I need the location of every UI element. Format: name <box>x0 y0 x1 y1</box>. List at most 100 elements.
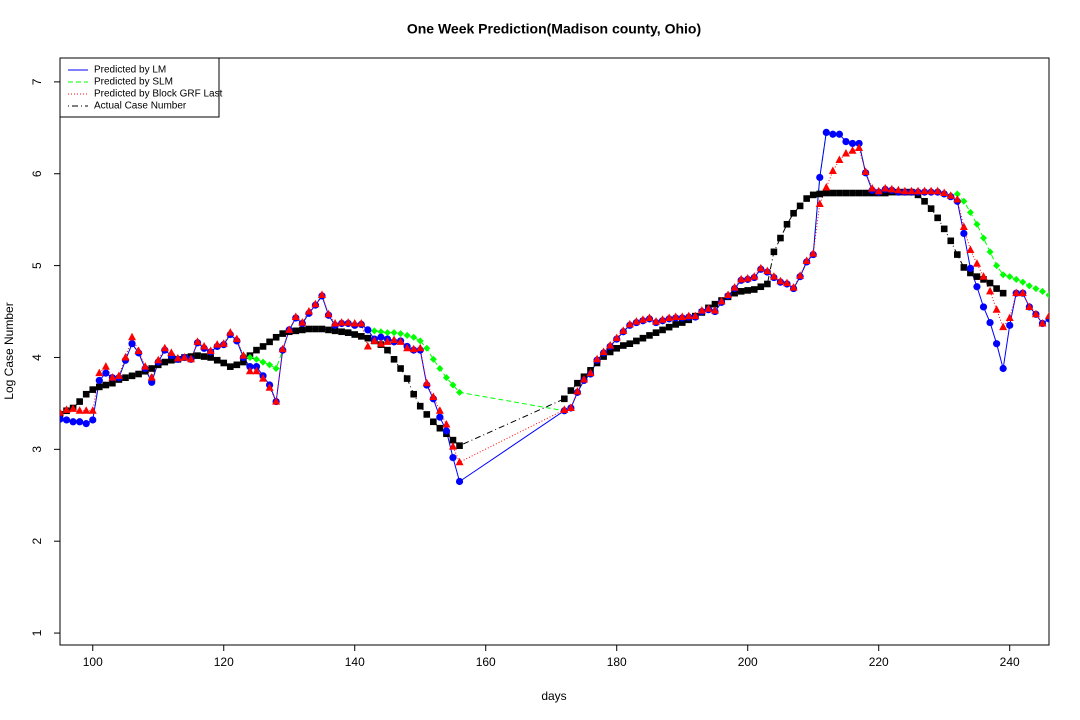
point <box>672 321 679 328</box>
point <box>967 269 974 277</box>
point <box>999 271 1007 279</box>
point <box>862 189 869 197</box>
point <box>730 283 739 291</box>
point <box>704 304 713 312</box>
point <box>456 442 463 449</box>
point <box>317 290 326 299</box>
point <box>60 415 64 423</box>
point <box>659 326 666 334</box>
point <box>377 333 385 341</box>
point <box>966 264 975 272</box>
point <box>108 373 117 381</box>
point <box>665 313 674 321</box>
point <box>370 336 379 344</box>
point <box>226 363 234 370</box>
point <box>940 225 948 233</box>
point <box>769 272 778 280</box>
point <box>639 334 647 342</box>
point <box>907 186 916 195</box>
point <box>109 379 116 387</box>
legend-label: Predicted by LM <box>94 65 166 76</box>
point <box>101 362 110 370</box>
point <box>128 340 136 348</box>
point <box>95 368 104 377</box>
point <box>671 312 680 321</box>
point <box>272 397 281 405</box>
point <box>442 374 450 382</box>
point <box>646 332 653 339</box>
point <box>403 375 411 382</box>
point <box>134 346 143 355</box>
point <box>62 405 71 413</box>
point <box>1045 291 1049 299</box>
point <box>933 186 942 195</box>
point <box>835 155 844 163</box>
point <box>842 137 850 146</box>
point <box>416 343 425 352</box>
point <box>364 334 372 342</box>
point <box>147 373 156 381</box>
point <box>95 383 103 391</box>
point <box>62 416 71 424</box>
point <box>626 340 634 347</box>
point <box>299 326 306 334</box>
point <box>128 372 136 380</box>
point <box>652 329 660 336</box>
point <box>960 229 968 238</box>
point <box>849 189 856 197</box>
point <box>121 352 130 361</box>
y-tick-label: 1 <box>30 629 44 636</box>
point <box>403 343 412 352</box>
point <box>1032 285 1040 293</box>
point <box>757 283 765 291</box>
point <box>245 366 254 375</box>
point <box>436 364 444 372</box>
point <box>89 416 97 424</box>
point <box>455 457 464 466</box>
point <box>338 328 345 336</box>
point <box>743 273 752 282</box>
point <box>737 274 746 283</box>
point <box>186 354 195 363</box>
point <box>390 329 398 337</box>
point <box>410 390 417 398</box>
x-tick-label: 140 <box>345 655 365 669</box>
plot-frame <box>59 57 1050 646</box>
point <box>213 340 222 348</box>
point <box>717 296 726 305</box>
point <box>1019 278 1027 286</box>
point <box>69 418 77 426</box>
x-tick-label: 180 <box>607 655 627 669</box>
point <box>934 214 941 222</box>
point <box>868 183 877 192</box>
point <box>711 300 719 308</box>
point <box>435 406 444 414</box>
point <box>409 344 418 353</box>
point <box>822 128 830 137</box>
point <box>259 343 267 350</box>
point <box>881 189 889 197</box>
point <box>384 346 391 354</box>
point <box>141 362 150 370</box>
point <box>625 319 634 328</box>
point <box>1045 311 1049 320</box>
point <box>135 370 142 378</box>
point <box>265 383 274 391</box>
point <box>266 361 274 369</box>
point <box>259 358 267 366</box>
point <box>448 442 457 450</box>
point <box>790 209 797 217</box>
point <box>233 361 241 369</box>
point <box>999 364 1007 373</box>
legend-label: Predicted by SLM <box>94 77 173 88</box>
point <box>220 359 228 367</box>
point <box>606 341 615 349</box>
point <box>796 202 804 210</box>
point <box>986 279 994 287</box>
point <box>861 167 870 175</box>
point <box>947 237 955 245</box>
point <box>744 287 752 294</box>
point <box>848 139 857 148</box>
point <box>442 420 451 428</box>
point <box>750 286 758 293</box>
